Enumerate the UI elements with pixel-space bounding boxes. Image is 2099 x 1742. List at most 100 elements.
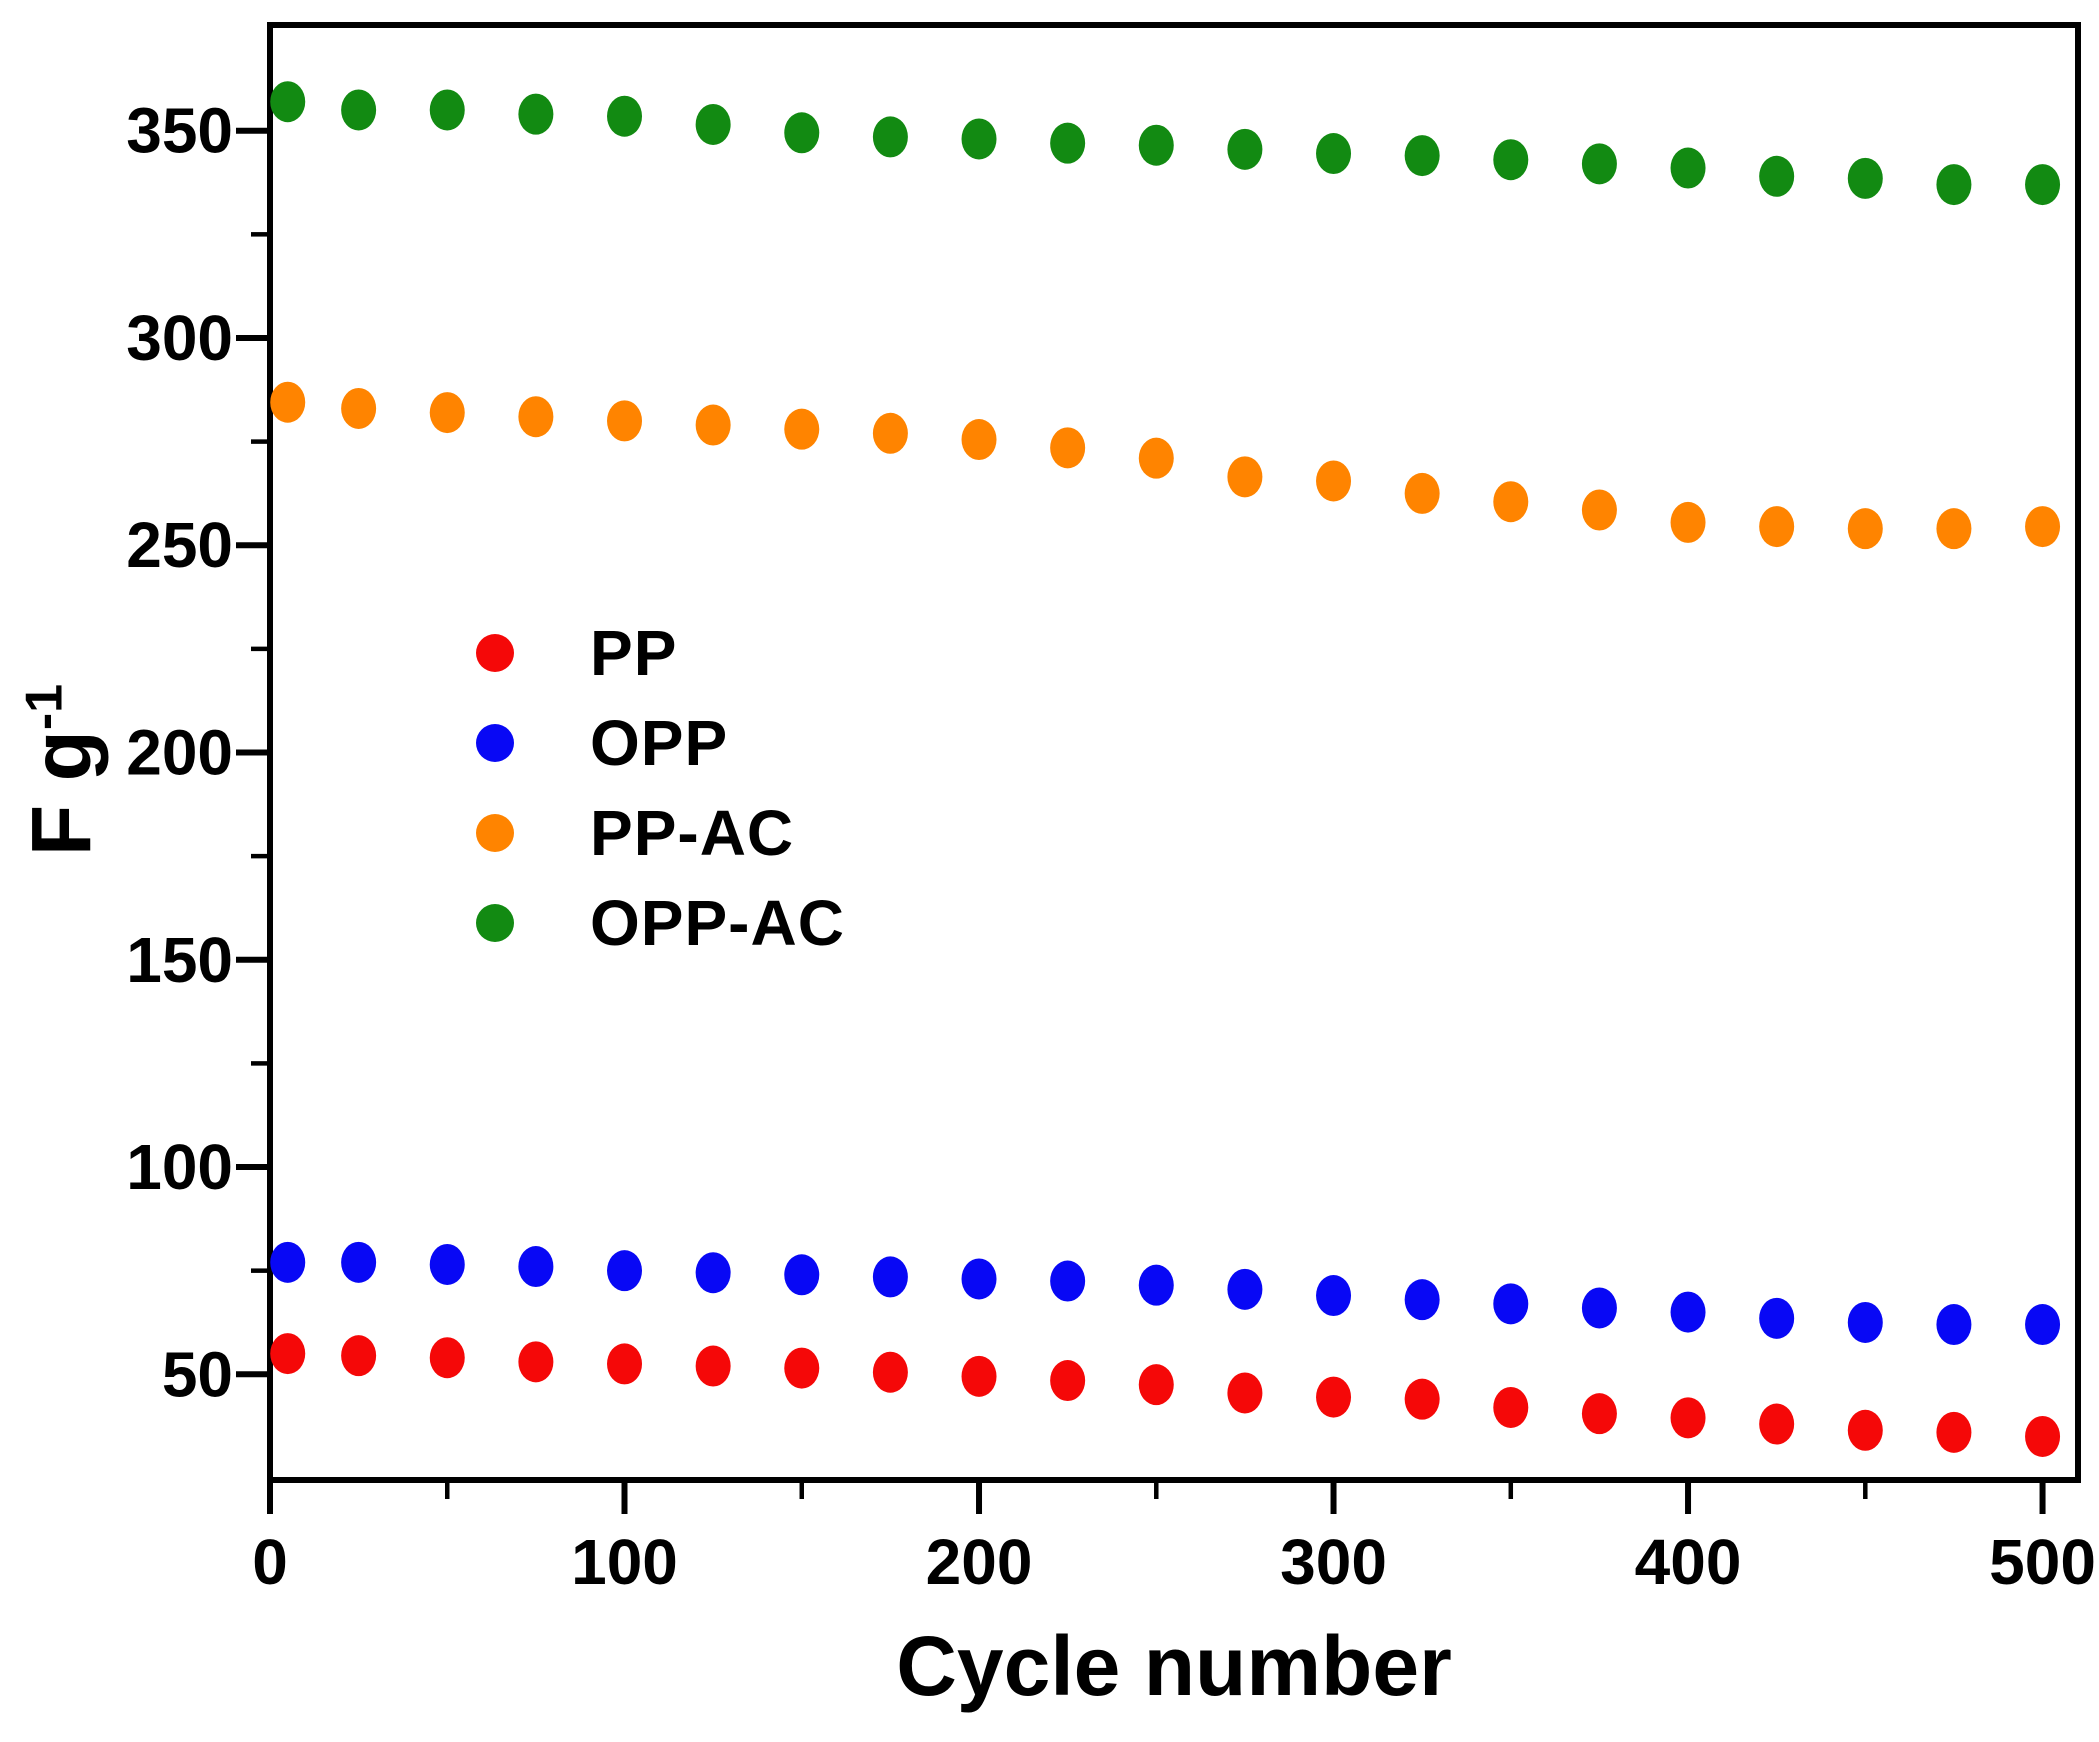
y-axis-label-text: F g xyxy=(14,730,109,857)
point-pp-ac xyxy=(429,392,465,434)
point-pp-ac xyxy=(1670,501,1706,543)
point-opp xyxy=(1581,1287,1617,1329)
point-pp-ac xyxy=(872,412,908,454)
point-opp xyxy=(1227,1268,1263,1310)
legend-label-pp-ac: PP-AC xyxy=(590,797,795,869)
point-opp xyxy=(429,1243,465,1285)
y-axis-label-exponent: -1 xyxy=(15,683,74,731)
point-opp-ac xyxy=(695,103,731,145)
y-tick-label: 150 xyxy=(126,924,233,996)
point-pp xyxy=(2025,1415,2061,1457)
x-tick-label: 100 xyxy=(571,1526,678,1598)
point-opp-ac xyxy=(270,81,306,123)
y-tick-label: 200 xyxy=(126,717,233,789)
legend-marker-pp-ac xyxy=(476,814,514,852)
legend-item-opp: OPP xyxy=(476,698,845,788)
y-axis-label: F g-1 xyxy=(14,684,111,856)
point-pp-ac xyxy=(1316,460,1352,502)
point-opp-ac xyxy=(784,112,820,154)
point-opp-ac xyxy=(518,93,554,135)
point-opp xyxy=(341,1241,377,1283)
point-opp-ac xyxy=(1227,128,1263,170)
y-tick-label: 50 xyxy=(162,1338,233,1410)
point-opp-ac xyxy=(961,118,997,160)
point-opp-ac xyxy=(341,89,377,131)
point-opp-ac xyxy=(607,95,643,137)
point-opp xyxy=(872,1256,908,1298)
point-opp xyxy=(607,1250,643,1292)
point-opp xyxy=(1138,1264,1174,1306)
point-pp xyxy=(1404,1378,1440,1420)
legend-label-opp: OPP xyxy=(590,707,729,779)
point-opp-ac xyxy=(429,89,465,131)
point-opp-ac xyxy=(1759,155,1795,197)
point-pp-ac xyxy=(607,400,643,442)
point-pp-ac xyxy=(1936,508,1972,550)
point-pp xyxy=(341,1335,377,1377)
point-pp-ac xyxy=(1138,437,1174,479)
point-opp-ac xyxy=(2025,164,2061,206)
legend-marker-pp xyxy=(476,634,514,672)
point-pp xyxy=(1316,1376,1352,1418)
point-pp xyxy=(961,1355,997,1397)
point-opp-ac xyxy=(1316,133,1352,175)
point-pp-ac xyxy=(2025,506,2061,548)
point-pp xyxy=(1227,1372,1263,1414)
point-opp-ac xyxy=(872,116,908,158)
point-opp-ac xyxy=(1847,157,1883,199)
point-opp-ac xyxy=(1050,122,1086,164)
point-pp xyxy=(1050,1360,1086,1402)
x-tick-label: 200 xyxy=(926,1526,1033,1598)
point-pp xyxy=(1493,1386,1529,1428)
point-opp xyxy=(270,1241,306,1283)
point-opp-ac xyxy=(1138,124,1174,166)
point-pp xyxy=(1670,1397,1706,1439)
point-opp xyxy=(1936,1304,1972,1346)
x-tick-label: 500 xyxy=(1989,1526,2096,1598)
point-pp xyxy=(1138,1364,1174,1406)
point-opp xyxy=(2025,1304,2061,1346)
point-pp-ac xyxy=(1759,506,1795,548)
point-pp xyxy=(518,1341,554,1383)
point-pp xyxy=(1581,1393,1617,1435)
point-pp-ac xyxy=(784,408,820,450)
point-pp xyxy=(270,1333,306,1375)
point-pp xyxy=(872,1351,908,1393)
y-tick-label: 350 xyxy=(126,95,233,167)
legend-item-pp: PP xyxy=(476,608,845,698)
x-tick-label: 300 xyxy=(1280,1526,1387,1598)
point-pp-ac xyxy=(341,387,377,429)
point-pp-ac xyxy=(1847,508,1883,550)
point-opp xyxy=(518,1246,554,1288)
legend-label-pp: PP xyxy=(590,617,678,689)
legend-marker-opp-ac xyxy=(476,904,514,942)
point-pp-ac xyxy=(1493,481,1529,523)
point-opp xyxy=(961,1258,997,1300)
point-pp-ac xyxy=(1050,427,1086,469)
point-pp xyxy=(784,1347,820,1389)
point-opp xyxy=(695,1252,731,1294)
point-pp-ac xyxy=(518,396,554,438)
point-opp xyxy=(1493,1283,1529,1325)
point-opp xyxy=(1316,1275,1352,1317)
point-pp xyxy=(1936,1411,1972,1453)
point-pp-ac xyxy=(270,381,306,423)
y-tick-label: 100 xyxy=(126,1131,233,1203)
point-opp xyxy=(1759,1297,1795,1339)
legend-item-opp-ac: OPP-AC xyxy=(476,878,845,968)
point-opp xyxy=(784,1254,820,1296)
point-opp xyxy=(1670,1291,1706,1333)
x-tick-label: 400 xyxy=(1635,1526,1742,1598)
point-pp-ac xyxy=(1581,489,1617,531)
legend-item-pp-ac: PP-AC xyxy=(476,788,845,878)
point-opp xyxy=(1847,1301,1883,1343)
point-pp-ac xyxy=(1404,472,1440,514)
x-axis-label: Cycle number xyxy=(896,1619,1452,1713)
y-tick-label: 300 xyxy=(126,302,233,374)
point-pp xyxy=(607,1343,643,1385)
point-pp xyxy=(1759,1403,1795,1445)
point-opp-ac xyxy=(1581,143,1617,185)
point-opp-ac xyxy=(1493,139,1529,181)
